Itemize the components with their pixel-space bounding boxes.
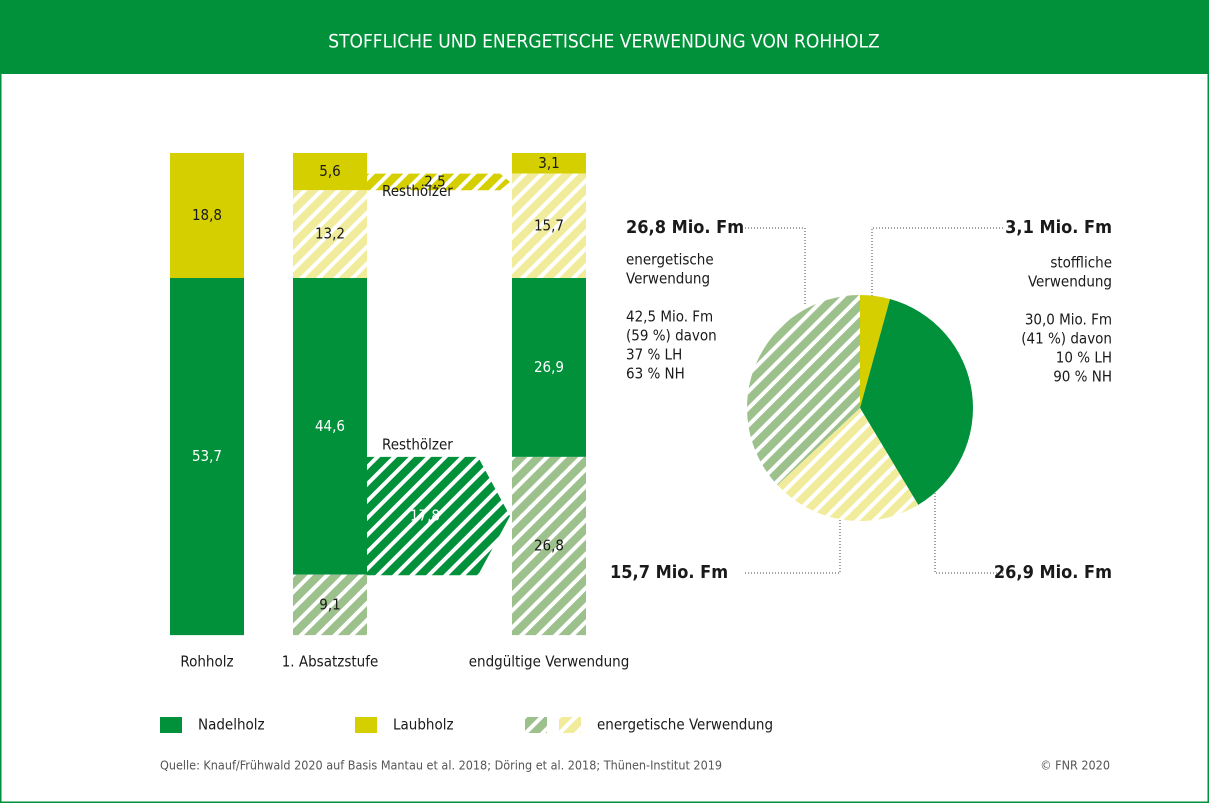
note: 63 % NH [626, 365, 685, 383]
bar-segment [293, 574, 367, 636]
value-label: 13,2 [315, 225, 345, 243]
header [0, 0, 1209, 74]
value-label: 17,8 [410, 507, 440, 525]
note: 37 % LH [626, 346, 682, 364]
value-label: 5,6 [319, 162, 340, 180]
pie-label: 26,9 Mio. Fm [994, 562, 1112, 583]
pie-label: 26,8 Mio. Fm [626, 217, 744, 238]
bar-segment [512, 278, 586, 457]
note: energetische [626, 251, 714, 269]
bar-segment [293, 278, 367, 575]
legend-swatch [355, 717, 377, 733]
copyright: © FNR 2020 [1040, 758, 1110, 773]
pie-slice [747, 295, 860, 486]
pie-slice [777, 408, 919, 521]
legend-swatch [559, 717, 581, 733]
note: 90 % NH [1053, 368, 1112, 386]
pie-label: 15,7 Mio. Fm [610, 562, 728, 583]
note: (41 %) davon [1021, 330, 1112, 348]
bar-segment [293, 153, 367, 191]
note: Verwendung [626, 270, 710, 288]
pie-label: 3,1 Mio. Fm [1005, 217, 1112, 238]
note: (59 %) davon [626, 327, 717, 345]
source: Quelle: Knauf/Frühwald 2020 auf Basis Ma… [160, 758, 722, 773]
bar-segment [170, 278, 244, 636]
bar-segment [512, 456, 586, 636]
legend-label: energetische Verwendung [597, 716, 773, 734]
flow-label: Resthölzer [382, 435, 453, 453]
legend-label: Laubholz [393, 716, 454, 734]
leader [745, 227, 806, 305]
value-label: 53,7 [192, 447, 222, 465]
bar-segment [512, 173, 586, 279]
value-label: 9,1 [319, 595, 340, 613]
column-label: 1. Absatzstufe [282, 653, 379, 671]
note: 10 % LH [1056, 349, 1112, 367]
note: stoffliche [1050, 254, 1112, 272]
value-label: 3,1 [538, 154, 559, 172]
flow [367, 456, 510, 576]
note: 42,5 Mio. Fm [626, 308, 713, 326]
legend-label: Nadelholz [198, 716, 265, 734]
leader [934, 490, 1003, 574]
pie-slice [860, 299, 973, 505]
value-label: 2,5 [424, 172, 445, 190]
bar-segment [512, 153, 586, 174]
pie-slice [860, 295, 890, 408]
note: Verwendung [1028, 273, 1112, 291]
value-label: 26,8 [534, 537, 564, 555]
title: STOFFLICHE UND ENERGETISCHE VERWENDUNG V… [328, 31, 880, 53]
flow-label: Resthölzer [382, 182, 453, 200]
legend-swatch [160, 717, 182, 733]
bar-segment [170, 153, 244, 279]
flow [367, 173, 510, 191]
note: 30,0 Mio. Fm [1025, 311, 1112, 329]
bar-segment [293, 190, 367, 279]
value-label: 18,8 [192, 206, 222, 224]
value-label: 44,6 [315, 417, 345, 435]
column-label: Rohholz [180, 653, 233, 671]
value-label: 15,7 [534, 216, 564, 234]
value-label: 26,9 [534, 358, 564, 376]
column-label: endgültige Verwendung [469, 653, 630, 671]
legend-swatch [525, 717, 547, 733]
